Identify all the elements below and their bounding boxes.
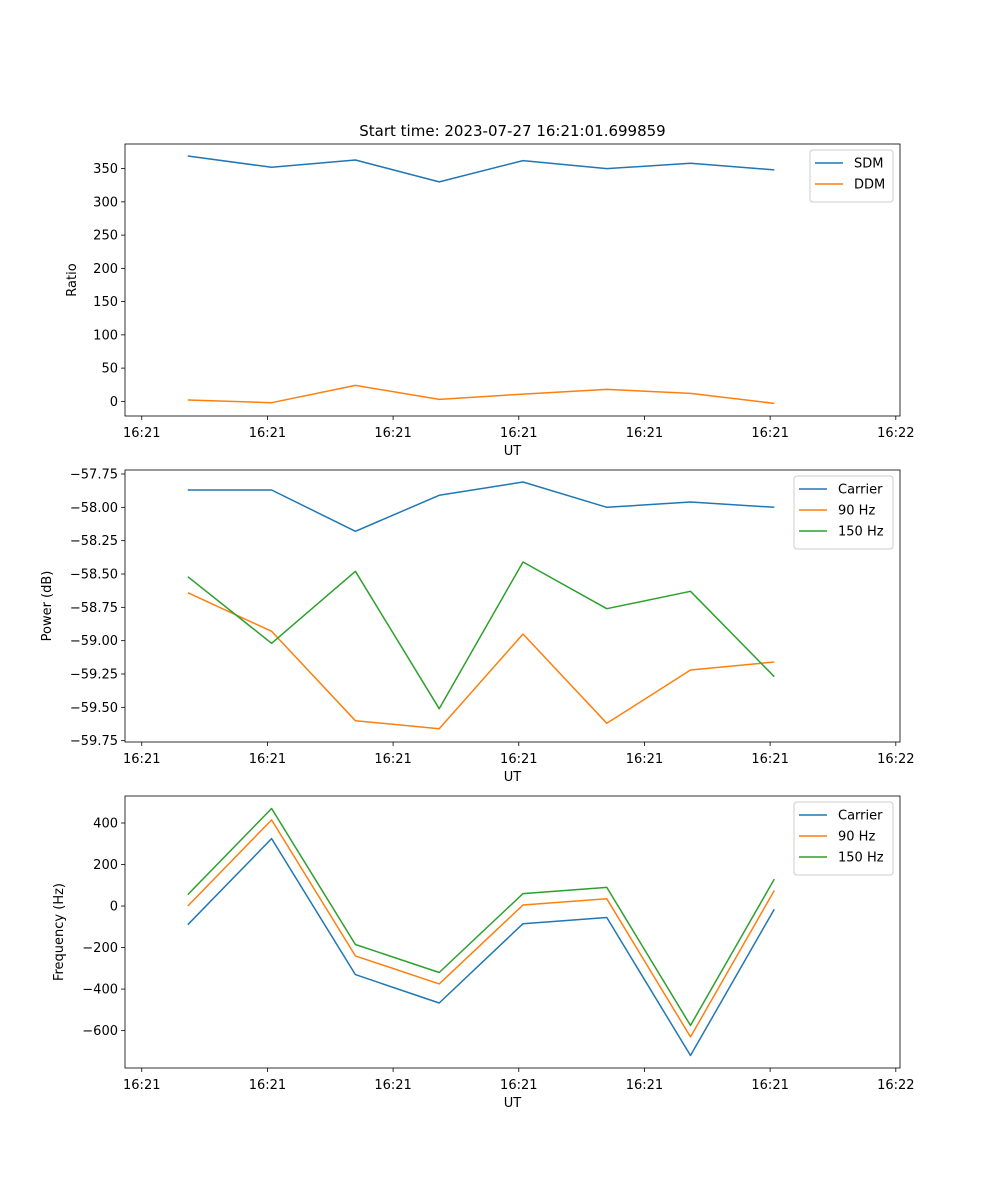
- axes-frame: [124, 795, 901, 1069]
- x-tick-label: 16:21: [626, 752, 663, 767]
- y-tick-label: −58.00: [70, 501, 118, 516]
- series-line-carrier: [187, 837, 775, 1057]
- y-tick-label: −600: [82, 1024, 118, 1039]
- chart-ratio: 16:21 16:21 16:21 16:21 16:21 16:21 16:22 0 50 10…: [65, 143, 915, 459]
- x-axis-label: UT: [504, 1096, 522, 1111]
- series-line-150-hz: [187, 807, 775, 1027]
- figure-title: Start time: 2023-07-27 16:21:01.699859: [359, 122, 665, 140]
- legend: SDM DDM: [809, 149, 894, 203]
- y-tick-label: −58.50: [70, 568, 118, 583]
- y-tick-label: 100: [93, 328, 118, 343]
- x-tick-label: 16:21: [123, 426, 160, 441]
- series-line-sdm: [187, 155, 775, 183]
- y-tick-label: 350: [93, 162, 118, 177]
- x-tick-label: 16:21: [500, 426, 537, 441]
- x-tick-label: 16:21: [123, 1078, 160, 1093]
- legend: Carrier 90 Hz 150 Hz: [793, 475, 894, 550]
- y-tick-label: −59.50: [70, 701, 118, 716]
- x-tick-label: 16:21: [500, 752, 537, 767]
- legend-label: 150 Hz: [838, 851, 884, 866]
- x-tick-label: 16:21: [751, 426, 788, 441]
- y-tick-label: −59.25: [70, 668, 118, 683]
- x-tick-label: 16:21: [751, 752, 788, 767]
- x-axis-label: UT: [504, 444, 522, 459]
- legend-label: SDM: [854, 157, 883, 172]
- x-tick-label: 16:21: [626, 426, 663, 441]
- x-tick-label: 16:21: [249, 752, 286, 767]
- y-axis-label: Frequency (Hz): [52, 883, 67, 981]
- y-tick-label: 300: [93, 195, 118, 210]
- x-tick-label: 16:21: [123, 752, 160, 767]
- y-tick-label: 250: [93, 229, 118, 244]
- axes-frame: [124, 469, 901, 743]
- legend-label: 150 Hz: [838, 525, 884, 540]
- x-tick-label: 16:21: [249, 426, 286, 441]
- x-tick-label: 16:21: [751, 1078, 788, 1093]
- series-line-150-hz: [187, 561, 775, 710]
- y-tick-label: 0: [110, 900, 118, 915]
- y-tick-label: −59.00: [70, 634, 118, 649]
- legend-label: Carrier: [838, 809, 883, 824]
- axes-frame: [124, 143, 901, 417]
- x-tick-label: 16:21: [374, 426, 411, 441]
- legend: Carrier 90 Hz 150 Hz: [793, 801, 894, 876]
- y-tick-label: 400: [93, 816, 118, 831]
- y-tick-label: −200: [82, 941, 118, 956]
- y-axis-label: Ratio: [65, 263, 80, 296]
- y-tick-label: −58.75: [70, 601, 118, 616]
- x-tick-label: 16:21: [374, 752, 411, 767]
- series-line-90-hz: [187, 592, 775, 730]
- x-tick-label: 16:22: [877, 752, 914, 767]
- series-line-carrier: [187, 481, 775, 533]
- x-axis-label: UT: [504, 770, 522, 785]
- chart-frequency: 16:21 16:21 16:21 16:21 16:21 16:21 16:22 400 20…: [52, 795, 915, 1111]
- x-tick-label: 16:22: [877, 1078, 914, 1093]
- series-line-ddm: [187, 384, 775, 405]
- y-tick-label: 150: [93, 295, 118, 310]
- series-line-90-hz: [187, 819, 775, 1038]
- legend-label: 90 Hz: [838, 830, 875, 845]
- chart-power: 16:21 16:21 16:21 16:21 16:21 16:21 16:22 −57.7…: [40, 468, 915, 786]
- y-tick-label: −400: [82, 983, 118, 998]
- y-tick-label: 50: [101, 362, 118, 377]
- x-tick-label: 16:21: [374, 1078, 411, 1093]
- x-tick-label: 16:21: [249, 1078, 286, 1093]
- y-tick-label: 0: [110, 395, 118, 410]
- y-axis-label: Power (dB): [40, 571, 55, 642]
- x-tick-label: 16:22: [877, 426, 914, 441]
- y-tick-label: −59.75: [70, 734, 118, 749]
- legend-label: Carrier: [838, 483, 883, 498]
- x-tick-label: 16:21: [626, 1078, 663, 1093]
- y-tick-label: 200: [93, 858, 118, 873]
- x-tick-label: 16:21: [500, 1078, 537, 1093]
- legend-label: 90 Hz: [838, 504, 875, 519]
- y-tick-label: −57.75: [70, 468, 118, 483]
- y-tick-label: −58.25: [70, 534, 118, 549]
- y-tick-label: 200: [93, 262, 118, 277]
- legend-label: DDM: [854, 178, 885, 193]
